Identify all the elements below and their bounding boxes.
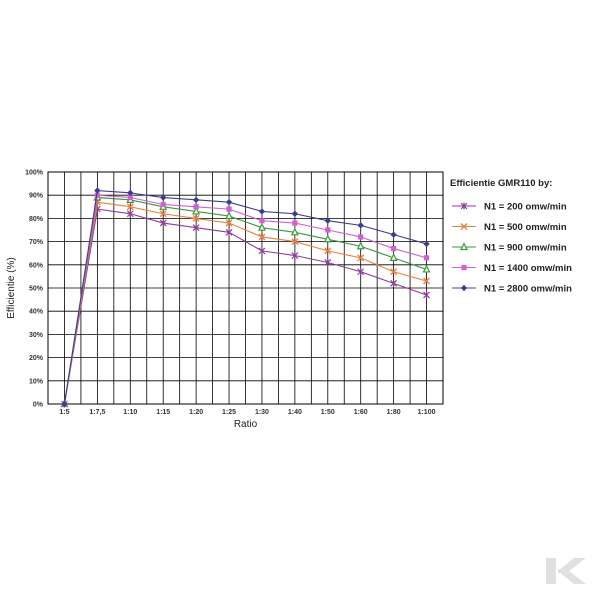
- x-tick-label: 1:50: [321, 409, 335, 416]
- y-tick-label: 20%: [29, 355, 44, 362]
- data-point: [127, 194, 133, 201]
- y-tick-label: 10%: [29, 378, 44, 385]
- data-point: [127, 189, 134, 197]
- data-point: [258, 233, 266, 241]
- legend: Efficientie GMR110 by: N1 = 200 omw/min N1…: [450, 178, 572, 295]
- data-point: [325, 227, 331, 233]
- data-point: [291, 238, 299, 246]
- y-tick-label: 0%: [33, 402, 44, 409]
- data-point: [94, 192, 100, 198]
- data-point: [324, 247, 332, 255]
- data-point: [193, 204, 199, 210]
- data-point: [61, 400, 68, 408]
- y-tick-label: 90%: [29, 193, 44, 200]
- data-point: [290, 227, 299, 236]
- legend-label: N1 = 1400 omw/min: [484, 263, 572, 274]
- data-point: [423, 240, 430, 248]
- y-tick-label: 30%: [29, 332, 44, 339]
- x-tick-label: 1:7,5: [89, 409, 105, 416]
- data-point: [292, 220, 298, 226]
- data-point: [291, 210, 299, 217]
- y-axis-title: Efficientie (%): [6, 257, 17, 319]
- legend-label: N1 = 2800 omw/min: [484, 284, 572, 295]
- legend-marker: [460, 242, 468, 251]
- y-tick-label: 70%: [29, 239, 44, 246]
- y-tick-label: 50%: [29, 286, 44, 293]
- data-point: [323, 234, 332, 243]
- data-point: [356, 241, 365, 250]
- data-point: [357, 222, 364, 229]
- data-point: [258, 208, 266, 215]
- x-tick-label: 1:25: [222, 409, 236, 416]
- legend-item: N1 = 200 omw/min: [452, 202, 567, 213]
- data-point: [192, 206, 201, 215]
- y-tick-label: 100%: [25, 170, 44, 177]
- legend-marker: [460, 284, 468, 292]
- data-point: [160, 194, 167, 201]
- x-tick-label: 1:15: [156, 409, 170, 416]
- data-point: [257, 222, 266, 231]
- x-tick-label: 1:10: [123, 409, 137, 416]
- data-point: [159, 210, 167, 218]
- legend-item: N1 = 900 omw/min: [452, 242, 567, 254]
- series-2: [60, 198, 431, 408]
- series-line: [63, 189, 427, 405]
- x-tick-label: 1:5: [59, 409, 69, 416]
- data-point: [226, 206, 232, 212]
- data-point: [225, 219, 233, 227]
- data-point: [259, 218, 265, 224]
- series-5: [61, 187, 430, 408]
- y-tick-label: 40%: [29, 309, 44, 316]
- data-point: [391, 245, 397, 252]
- k-logo-icon: [546, 558, 586, 584]
- x-tick-label: 1:40: [288, 409, 302, 416]
- data-point: [192, 196, 200, 204]
- data-point: [390, 268, 398, 276]
- data-point: [423, 255, 430, 261]
- x-tick-label: 1:30: [255, 409, 269, 416]
- y-tick-label: 60%: [29, 262, 44, 269]
- legend-label: N1 = 200 omw/min: [484, 202, 567, 213]
- x-tick-label: 1:60: [354, 409, 368, 416]
- data-point: [357, 254, 365, 262]
- legend-label: N1 = 500 omw/min: [484, 222, 567, 233]
- legend-label: N1 = 900 omw/min: [484, 243, 567, 254]
- data-point: [390, 231, 397, 238]
- x-tick-label: 1:100: [418, 409, 436, 416]
- series-line: [63, 208, 427, 405]
- x-tick-label: 1:20: [189, 409, 203, 416]
- series-line: [63, 201, 427, 405]
- legend-item: N1 = 2800 omw/min: [452, 284, 572, 295]
- data-point: [94, 187, 101, 194]
- data-point: [324, 217, 331, 224]
- data-point: [422, 264, 431, 273]
- legend-marker: [461, 264, 467, 271]
- data-point: [192, 214, 200, 222]
- data-point: [225, 211, 234, 220]
- legend-title: Efficientie GMR110 by:: [450, 178, 552, 189]
- series-1: [61, 205, 430, 408]
- x-axis-title: Ratio: [234, 419, 258, 430]
- data-point: [126, 203, 134, 211]
- legend-item: N1 = 1400 omw/min: [452, 263, 572, 274]
- series-line: [63, 194, 427, 405]
- legend-item: N1 = 500 omw/min: [452, 222, 567, 233]
- data-point: [423, 277, 431, 285]
- series-line: [63, 196, 427, 405]
- data-point: [389, 252, 398, 261]
- x-tick-label: 1:80: [387, 409, 401, 416]
- legend-marker: [460, 223, 468, 230]
- data-point: [160, 201, 166, 208]
- data-point: [358, 234, 364, 240]
- data-point: [225, 198, 233, 206]
- y-tick-label: 80%: [29, 216, 44, 223]
